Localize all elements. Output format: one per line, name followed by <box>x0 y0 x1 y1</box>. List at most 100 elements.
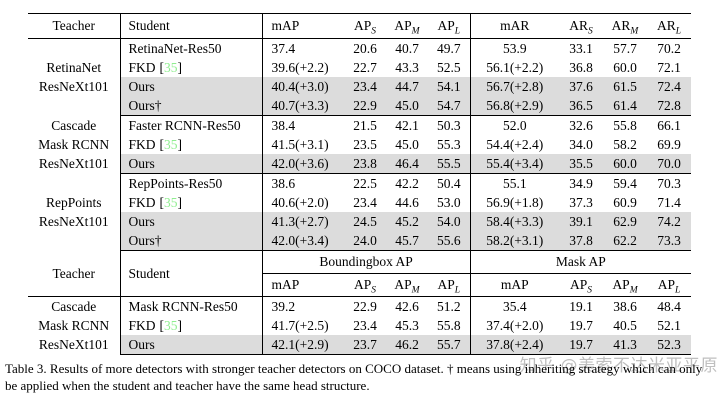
metric-cell: 39.2 <box>271 299 296 314</box>
metric-cell: 45.0 <box>386 96 428 116</box>
metric-cell: 39.1 <box>559 212 603 231</box>
metric-cell: 42.6 <box>395 299 419 314</box>
metric-cell: 56.1(+2.2) <box>486 60 544 75</box>
metric-cell: 46.2 <box>386 335 428 355</box>
metric-cell: 60.0 <box>603 154 647 174</box>
metric-cell: 54.7 <box>428 96 471 116</box>
table-row: FKD [35] 41.5(+3.1) 23.5 45.0 55.3 54.4(+… <box>28 135 691 154</box>
results-tables: Teacher Student mAP APS APM APL mAR ARS … <box>28 13 692 355</box>
teacher-line: RepPoints <box>45 195 102 210</box>
metric-cell: 44.6 <box>395 195 419 210</box>
col-header-apl: APL <box>428 13 471 39</box>
table-row-highlighted: Ours 41.3(+2.7) 24.5 45.2 54.0 58.4(+3.3… <box>28 212 691 231</box>
metric-cell: 52.1 <box>657 318 681 333</box>
student-cell: FKD [35] <box>120 58 263 77</box>
col-header-map: mAP <box>262 13 344 39</box>
metric-cell: 38.6 <box>613 299 637 314</box>
metric-cell: 44.7 <box>386 77 428 96</box>
teacher-line: RetinaNet <box>46 60 102 76</box>
metric-cell: 54.4(+2.4) <box>486 137 544 152</box>
metric-cell: 70.2 <box>657 41 681 56</box>
student-cell: Mask RCNN-Res50 <box>120 296 263 316</box>
table-row-highlighted: Ours 40.4(+3.0) 23.4 44.7 54.1 56.7(+2.8… <box>28 77 691 96</box>
table-row: FKD [35] 39.6(+2.2) 22.7 43.3 52.5 56.1(+… <box>28 58 691 77</box>
metric-cell: 72.1 <box>657 60 681 75</box>
table-row-highlighted: Ours 42.0(+3.6) 23.8 46.4 55.5 55.4(+3.4… <box>28 154 691 174</box>
metric-cell: 55.4(+3.4) <box>470 154 559 174</box>
metric-cell: 19.7 <box>559 335 604 355</box>
table-row-highlighted: Ours 42.1(+2.9) 23.7 46.2 55.7 37.8(+2.4… <box>28 335 692 355</box>
metric-cell: 35.4 <box>502 299 527 314</box>
citation-number: 35 <box>164 137 178 152</box>
col-header-student: Student <box>120 13 263 39</box>
citation-number: 35 <box>164 60 178 75</box>
metric-cell: 42.0(+3.4) <box>262 231 344 251</box>
metric-cell: 55.6 <box>428 231 471 251</box>
metric-cell: 58.4(+3.3) <box>470 212 559 231</box>
metric-cell: 37.8(+2.4) <box>470 335 560 355</box>
metric-cell: 35.5 <box>559 154 603 174</box>
metric-cell: 62.2 <box>603 231 647 251</box>
citation-number: 35 <box>164 318 178 333</box>
table2-metric-header-row: mAP APS APM APL mAP APS APM APL <box>28 273 692 297</box>
metric-cell: 40.7(+3.3) <box>262 96 344 116</box>
metric-cell: 19.1 <box>569 299 593 314</box>
student-cell: Ours† <box>120 231 263 251</box>
teacher-line: ResNeXt101 <box>38 156 109 171</box>
metric-cell: 61.5 <box>603 77 647 96</box>
metric-cell: 40.6(+2.0) <box>271 195 329 210</box>
col-header-arm: ARM <box>603 13 647 39</box>
metric-cell: 45.7 <box>386 231 428 251</box>
metric-cell: 55.8 <box>428 316 471 335</box>
metric-cell: 41.3(+2.7) <box>262 212 344 231</box>
student-cell: Ours† <box>120 96 263 116</box>
zhihu-watermark: 知乎 @美索不达米亚平原 <box>519 356 718 376</box>
metric-cell: 23.5 <box>353 137 377 152</box>
metric-cell: 23.4 <box>353 318 377 333</box>
metric-cell: 41.7(+2.5) <box>271 318 329 333</box>
metric-cell: 37.3 <box>569 195 593 210</box>
student-name: FKD <box>128 137 156 152</box>
table1-header-row: Teacher Student mAP APS APM APL mAR ARS … <box>28 13 691 39</box>
metric-cell: 40.4(+3.0) <box>262 77 344 96</box>
metric-cell: 56.7(+2.8) <box>470 77 559 96</box>
metric-cell: 37.4 <box>271 41 296 56</box>
metric-cell: 74.2 <box>647 212 691 231</box>
col-header-aps: APS <box>344 273 386 297</box>
metric-cell: 23.7 <box>344 335 386 355</box>
metric-cell: 38.4 <box>271 118 296 133</box>
metric-cell: 23.8 <box>344 154 386 174</box>
metric-cell: 60.9 <box>613 195 637 210</box>
metric-cell: 60.0 <box>613 60 637 75</box>
metric-cell: 37.4(+2.0) <box>486 318 544 333</box>
student-cell: FKD [35] <box>120 135 263 154</box>
col-header-teacher: Teacher <box>28 251 121 297</box>
col-header-mask-apm: APM <box>603 273 648 297</box>
col-header-apl: APL <box>428 273 471 297</box>
table2-group-header-row: Teacher Student Boundingbox AP Mask AP <box>28 251 692 297</box>
col-header-map: mAP <box>262 273 344 297</box>
metric-cell: 24.5 <box>344 212 386 231</box>
metric-cell: 66.1 <box>657 118 681 133</box>
metric-cell: 41.5(+3.1) <box>271 137 329 152</box>
table-row: Cascade Mask RCNN ResNeXt101 Faster RCNN… <box>28 115 691 174</box>
metric-cell: 42.2 <box>395 176 419 191</box>
metric-cell: 43.3 <box>395 60 419 75</box>
metric-cell: 49.7 <box>428 38 471 58</box>
metric-cell: 45.0 <box>395 137 419 152</box>
metric-cell: 72.4 <box>647 77 691 96</box>
metric-cell: 39.6(+2.2) <box>271 60 329 75</box>
group-header-mask-ap: Mask AP <box>470 251 692 274</box>
metric-cell: 55.7 <box>428 335 471 355</box>
metric-cell: 38.6 <box>271 176 296 191</box>
student-cell: Ours <box>120 212 263 231</box>
col-header-aps: APS <box>344 13 386 39</box>
teacher-cell: Cascade Mask RCNN ResNeXt101 <box>28 296 121 355</box>
metric-cell: 41.3 <box>603 335 648 355</box>
metric-cell: 42.1 <box>395 118 419 133</box>
citation-ref: [35] <box>159 60 183 75</box>
metric-cell: 52.5 <box>428 58 471 77</box>
table-caption: Table 3. Results of more detectors with … <box>5 361 703 393</box>
metric-cell: 23.4 <box>344 77 386 96</box>
